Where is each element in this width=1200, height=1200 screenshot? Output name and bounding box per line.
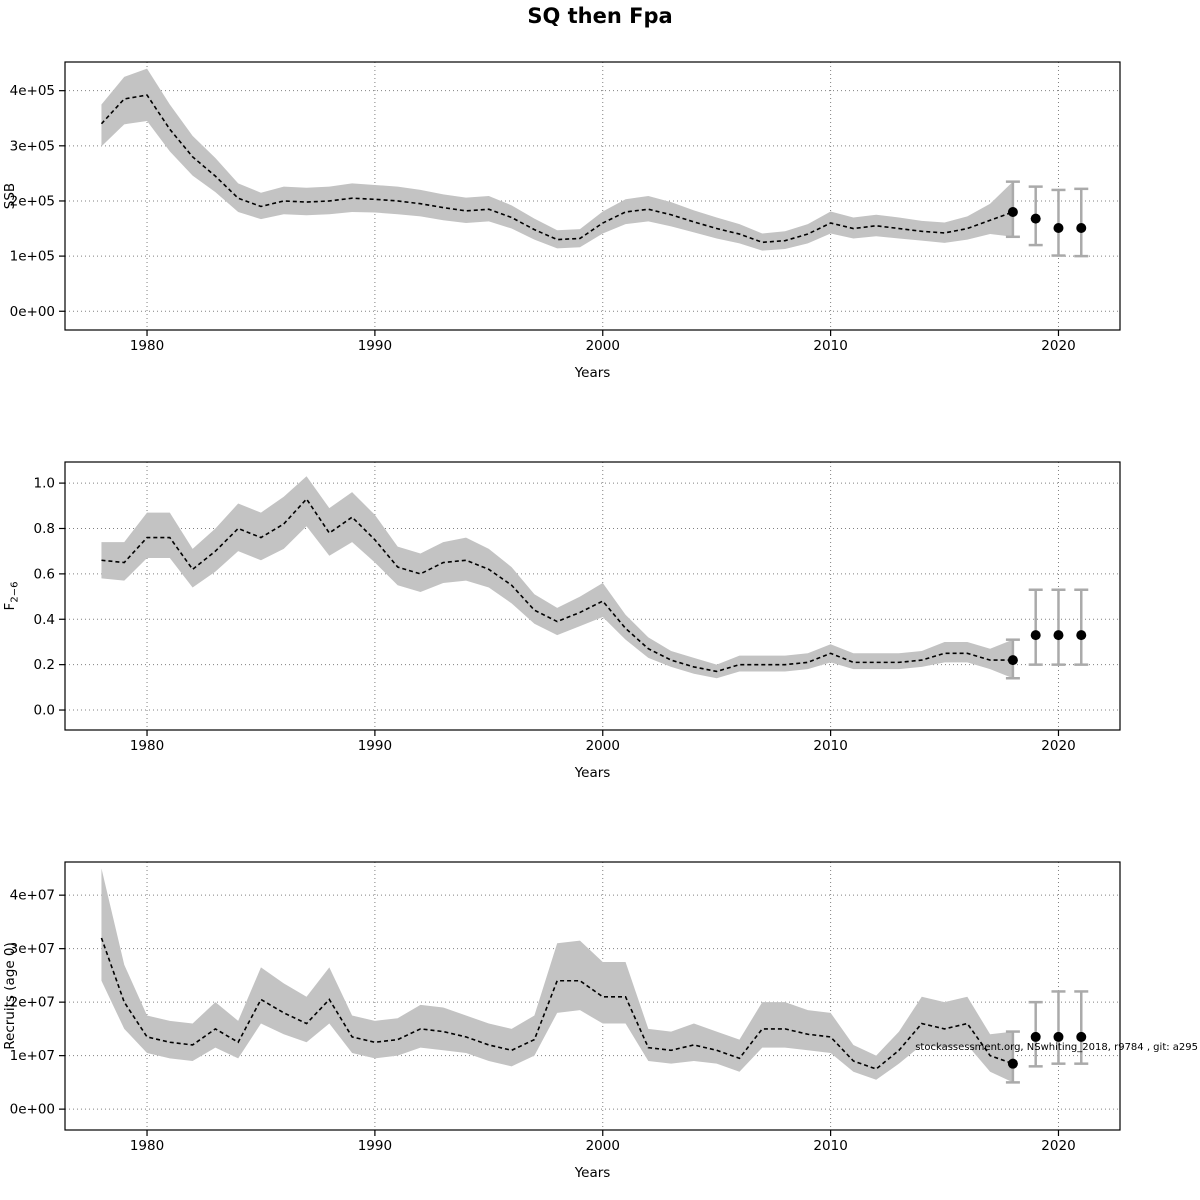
svg-text:0e+00: 0e+00 bbox=[10, 1102, 55, 1118]
forecast-points bbox=[1005, 990, 1089, 1084]
confidence-band bbox=[101, 476, 1013, 679]
confidence-band bbox=[101, 68, 1013, 251]
svg-text:0.0: 0.0 bbox=[34, 703, 55, 719]
x-axis-label: Years bbox=[574, 765, 611, 781]
axis: 1980 1990 2000 2010 2020 0e+00 1e+05 2e+05 3e+05… bbox=[2, 61, 1121, 381]
ssb-chart: 1980 1990 2000 2010 2020 0e+00 1e+05 2e+05 3e+05… bbox=[2, 61, 1121, 381]
watermark: stockassessment.org, NSwhiting_2018, r97… bbox=[915, 1042, 1198, 1053]
axis: 1980 1990 2000 2010 2020 0e+00 1e+07 2e+07 3e+07… bbox=[2, 861, 1121, 1181]
svg-text:1990: 1990 bbox=[358, 738, 392, 754]
estimate-line bbox=[101, 497, 1013, 673]
figure-title: SQ then Fpa bbox=[527, 4, 673, 28]
x-axis-label: Years bbox=[574, 1165, 611, 1181]
x-axis-label: Years bbox=[574, 365, 611, 381]
svg-text:2020: 2020 bbox=[1041, 338, 1075, 354]
svg-text:4e+05: 4e+05 bbox=[10, 83, 55, 99]
axis: 1980 1990 2000 2010 2020 0.0 0.2 0.4 0.6 0.8 1.0 Ye… bbox=[2, 461, 1121, 781]
recruits-chart: 1980 1990 2000 2010 2020 0e+00 1e+07 2e+07 3e+07… bbox=[2, 861, 1121, 1181]
svg-text:2010: 2010 bbox=[813, 1138, 847, 1154]
svg-text:0.8: 0.8 bbox=[34, 521, 55, 537]
y-axis-label: F2−6 bbox=[2, 582, 21, 611]
panel-fbar: 1980 1990 2000 2010 2020 0.0 0.2 0.4 0.6 0.8 1.0 Ye… bbox=[0, 424, 1200, 810]
svg-text:3e+07: 3e+07 bbox=[10, 941, 55, 957]
svg-text:2e+07: 2e+07 bbox=[10, 995, 55, 1011]
confidence-band bbox=[101, 868, 1013, 1083]
svg-text:4e+07: 4e+07 bbox=[10, 888, 55, 904]
svg-text:2020: 2020 bbox=[1041, 1138, 1075, 1154]
svg-text:0e+00: 0e+00 bbox=[10, 304, 55, 320]
estimate-line bbox=[100, 937, 1014, 1070]
y-axis-label: SSB bbox=[2, 183, 18, 209]
grid bbox=[65, 462, 1120, 730]
y-axis-label: Recruits (age 0) bbox=[2, 942, 18, 1050]
svg-text:1990: 1990 bbox=[358, 338, 392, 354]
svg-text:2000: 2000 bbox=[586, 338, 620, 354]
grid bbox=[65, 862, 1120, 1130]
estimate-line bbox=[100, 94, 1014, 244]
svg-text:2010: 2010 bbox=[813, 338, 847, 354]
svg-text:0.4: 0.4 bbox=[34, 612, 55, 628]
panel-recruits: 1980 1990 2000 2010 2020 0e+00 1e+07 2e+07 3e+07… bbox=[0, 810, 1200, 1196]
svg-text:1980: 1980 bbox=[130, 1138, 164, 1154]
svg-text:2000: 2000 bbox=[586, 738, 620, 754]
svg-text:1e+07: 1e+07 bbox=[10, 1048, 55, 1064]
svg-text:2010: 2010 bbox=[813, 738, 847, 754]
svg-text:2e+05: 2e+05 bbox=[10, 193, 55, 209]
svg-text:0.6: 0.6 bbox=[34, 566, 55, 582]
panel-ssb: 1980 1990 2000 2010 2020 0e+00 1e+05 2e+05 3e+05… bbox=[0, 38, 1200, 424]
svg-text:1980: 1980 bbox=[130, 738, 164, 754]
forecast-points bbox=[1005, 180, 1089, 258]
forecast-points bbox=[1005, 588, 1089, 680]
svg-text:1980: 1980 bbox=[130, 338, 164, 354]
svg-text:1e+05: 1e+05 bbox=[10, 249, 55, 265]
svg-text:3e+05: 3e+05 bbox=[10, 138, 55, 154]
svg-text:2020: 2020 bbox=[1041, 738, 1075, 754]
svg-text:2000: 2000 bbox=[586, 1138, 620, 1154]
fbar-chart: 1980 1990 2000 2010 2020 0.0 0.2 0.4 0.6 0.8 1.0 Ye… bbox=[2, 461, 1121, 781]
svg-text:1.0: 1.0 bbox=[34, 476, 55, 492]
svg-text:1990: 1990 bbox=[358, 1138, 392, 1154]
svg-text:0.2: 0.2 bbox=[34, 657, 55, 673]
